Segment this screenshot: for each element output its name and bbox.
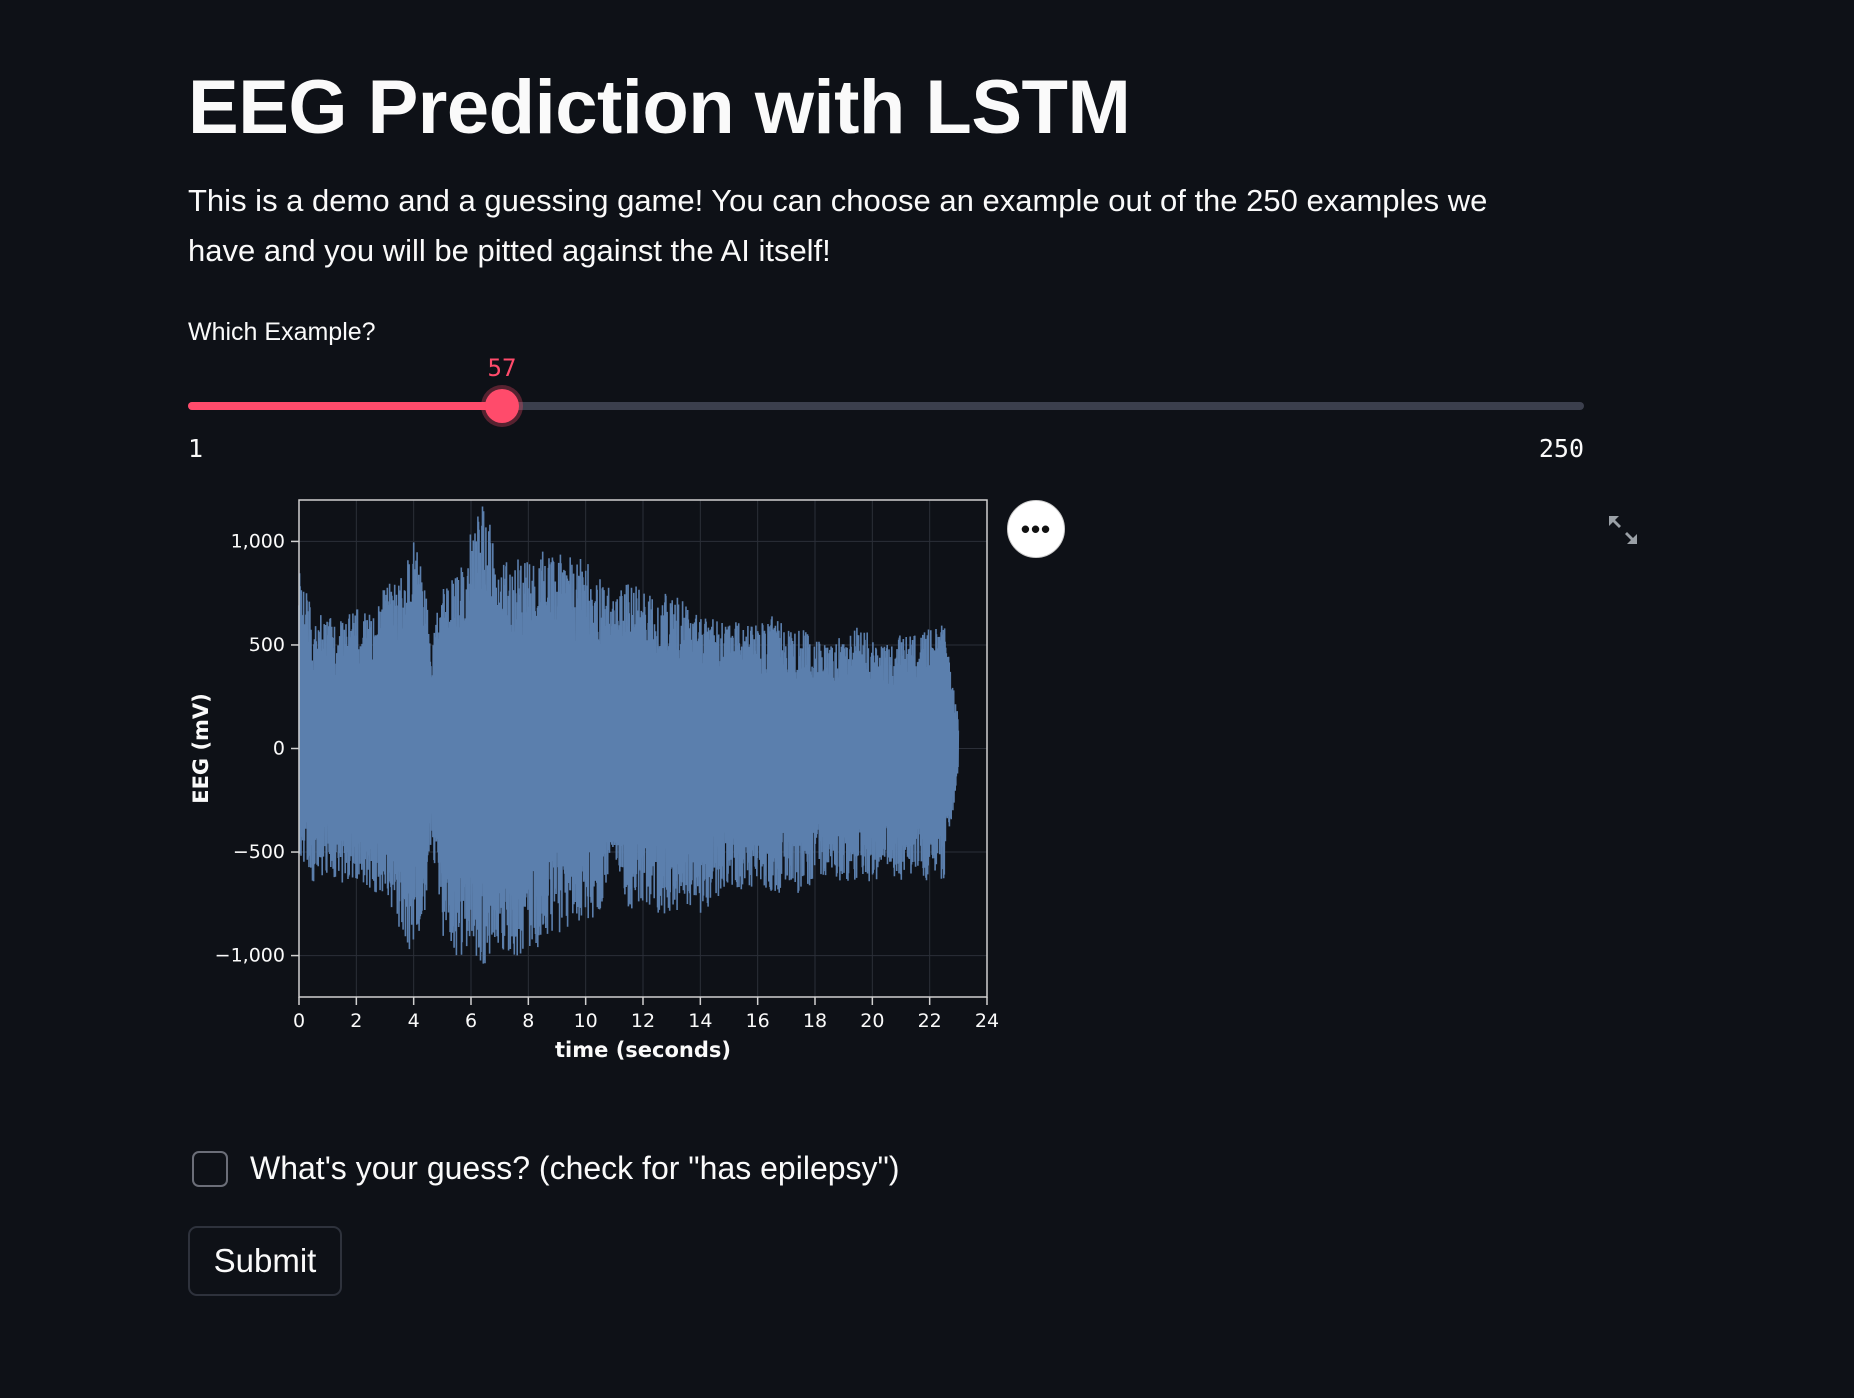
x-tick-label: 6 <box>465 1010 477 1032</box>
epilepsy-guess-checkbox[interactable] <box>192 1150 228 1187</box>
y-tick-label: 1,000 <box>231 530 285 552</box>
x-tick-label: 16 <box>746 1010 770 1032</box>
x-tick-label: 20 <box>860 1010 884 1032</box>
y-tick-label: −1,000 <box>215 945 285 967</box>
x-tick-label: 10 <box>574 1010 598 1032</box>
x-tick-label: 14 <box>688 1010 712 1032</box>
x-tick-label: 12 <box>631 1010 655 1032</box>
y-axis-title: EEG (mV) <box>189 693 213 804</box>
x-tick-label: 22 <box>918 1010 942 1032</box>
y-tick-label: 0 <box>273 738 285 760</box>
y-tick-label: −500 <box>233 841 285 863</box>
slider-track[interactable] <box>188 402 1584 410</box>
slider-value: 57 <box>487 354 517 382</box>
ellipsis-icon[interactable]: ••• <box>1007 500 1065 558</box>
checkbox-label: What's your guess? (check for "has epile… <box>250 1150 900 1186</box>
submit-button[interactable]: Submit <box>188 1226 342 1296</box>
slider-max-label: 250 <box>1538 434 1584 463</box>
slider-label: Which Example? <box>188 318 376 346</box>
slider-fill <box>188 402 502 410</box>
y-tick-label: 500 <box>249 634 285 656</box>
intro-text: This is a demo and a guessing game! You … <box>188 183 1488 268</box>
x-tick-label: 8 <box>522 1010 534 1032</box>
eeg-chart-svg: 0 2 4 6 8 10 12 14 16 18 20 22 241,0005000−500−1,000… <box>189 499 999 1062</box>
eeg-chart: 0 2 4 6 8 10 12 14 16 18 20 22 24 1,000 500 0 −500 −1,000… <box>188 490 1008 1070</box>
slider-min-label: 1 <box>188 434 204 463</box>
x-tick-label: 4 <box>408 1010 420 1032</box>
page-title: EEG Prediction with LSTM <box>188 65 1131 150</box>
slider-thumb[interactable] <box>484 389 519 423</box>
x-tick-label: 0 <box>293 1010 305 1032</box>
x-axis-title: time (seconds) <box>555 1038 731 1062</box>
x-tick-label: 18 <box>803 1010 827 1032</box>
x-tick-label: 2 <box>350 1010 362 1032</box>
eeg-series-line <box>298 506 960 964</box>
x-tick-label: 24 <box>975 1010 999 1032</box>
example-slider[interactable]: 57 1 250 <box>188 350 1584 463</box>
fullscreen-expand-icon[interactable] <box>1605 512 1641 548</box>
epilepsy-guess-checkbox-row[interactable]: What's your guess? (check for "has epile… <box>192 1150 900 1187</box>
